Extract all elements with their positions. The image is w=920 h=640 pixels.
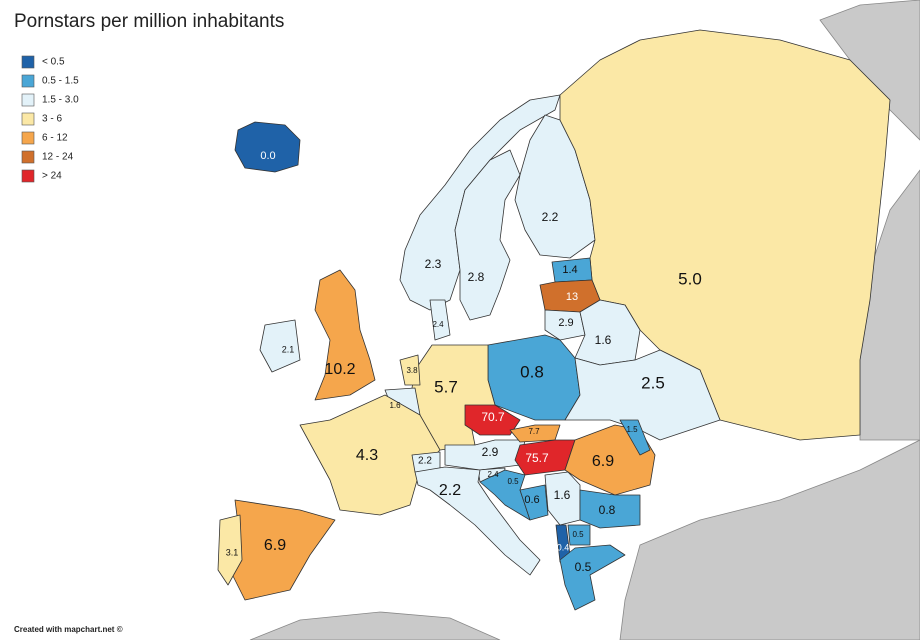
- credit: Created with mapchart.net ©: [14, 625, 123, 634]
- country: [619, 419, 651, 456]
- country: [234, 121, 301, 173]
- map-title: Pornstars per million inhabitants: [14, 11, 284, 32]
- country: [314, 269, 376, 401]
- country: [217, 514, 243, 586]
- country-label: 2.4: [432, 320, 444, 329]
- country-labels: 0.0 2.3 2.8 2.2 5.0 1.4 13 2.9 1.6 0.8 2.5 5.7 2.4 10…: [226, 150, 702, 574]
- legend-swatch: [21, 74, 35, 88]
- country: [299, 394, 441, 516]
- legend-label: 1.5 - 3.0: [42, 95, 79, 106]
- country-label: 0.6: [524, 494, 539, 506]
- country-label: 6.9: [264, 537, 286, 554]
- legend-swatch: [21, 93, 35, 107]
- country: [454, 149, 521, 321]
- country: [259, 319, 301, 373]
- country: [579, 489, 641, 529]
- country-label: 75.7: [525, 451, 549, 465]
- country-label: 2.8: [468, 270, 485, 284]
- legend-label: > 24: [42, 171, 62, 182]
- country-label: 0.8: [599, 503, 616, 517]
- country-label: 0.5: [507, 477, 519, 486]
- country: [564, 349, 721, 441]
- country: [464, 404, 521, 436]
- country-label: 13: [566, 291, 578, 303]
- country-label: 1.6: [389, 401, 401, 410]
- country-label: 3.8: [406, 366, 418, 375]
- country-label: 5.0: [678, 269, 702, 288]
- other-land: [249, 0, 920, 640]
- country-label: 1.4: [562, 264, 577, 276]
- country-label: 2.9: [558, 317, 573, 329]
- country-label: 2.5: [641, 373, 665, 392]
- country: [567, 524, 591, 546]
- country-label: 2.4: [487, 470, 499, 479]
- turkey-asia: [619, 439, 920, 640]
- country: [519, 484, 549, 521]
- country-label: 0.0: [260, 150, 275, 162]
- country-label: 5.7: [434, 377, 458, 396]
- legend-swatch: [21, 112, 35, 126]
- country: [429, 299, 451, 341]
- country: [399, 94, 561, 311]
- country-label: 70.7: [481, 410, 505, 424]
- africa: [249, 611, 501, 640]
- country-label: 2.2: [418, 456, 432, 467]
- country: [414, 466, 541, 576]
- country-label: 0.5: [575, 560, 592, 574]
- country-label: 1.6: [595, 333, 612, 347]
- country-label: 2.9: [482, 445, 499, 459]
- country-label: 0.5: [572, 530, 584, 539]
- country: [399, 354, 421, 386]
- country-label: 3.1: [226, 547, 239, 557]
- country-label: 10.2: [324, 361, 355, 378]
- country-label: 0.8: [520, 362, 544, 381]
- countries: [217, 29, 891, 611]
- country-label: 7.7: [528, 427, 540, 436]
- country: [509, 424, 561, 443]
- legend-label: 3 - 6: [42, 114, 62, 125]
- country-label: 2.3: [425, 257, 442, 271]
- country-label: 0.4: [557, 542, 570, 552]
- legend: < 0.5 0.5 - 1.5 1.5 - 3.0 3 - 6 6 - 12 12 - 2…: [21, 55, 79, 183]
- country: [544, 309, 586, 341]
- country-label: 1.6: [554, 488, 571, 502]
- legend-label: 12 - 24: [42, 152, 74, 163]
- country-label: 2.1: [282, 344, 295, 354]
- legend-swatch: [21, 150, 35, 164]
- country-label: 2.2: [542, 210, 559, 224]
- country-label: 2.2: [439, 482, 461, 499]
- legend-swatch: [21, 131, 35, 145]
- legend-swatch: [21, 55, 35, 69]
- legend-label: < 0.5: [42, 57, 65, 68]
- country-label: 6.9: [592, 453, 614, 470]
- country-label: 4.3: [356, 447, 378, 464]
- country: [559, 544, 626, 611]
- country-label: 1.5: [626, 425, 638, 434]
- legend-label: 0.5 - 1.5: [42, 76, 79, 87]
- legend-label: 6 - 12: [42, 133, 68, 144]
- legend-swatch: [21, 169, 35, 183]
